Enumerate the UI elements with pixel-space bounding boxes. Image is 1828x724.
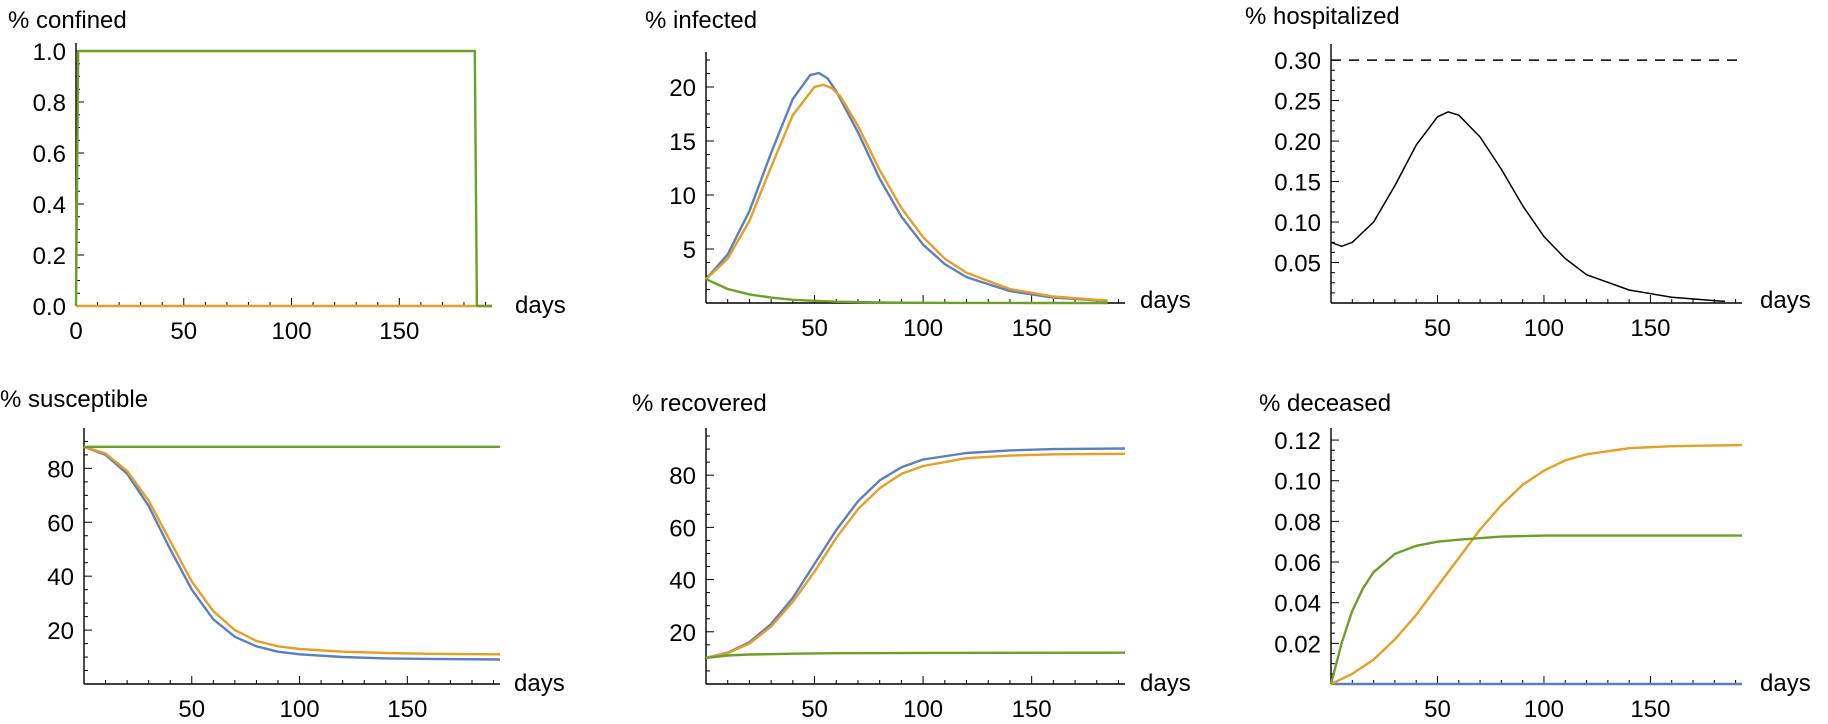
- x-tick-label: 50: [1424, 315, 1451, 342]
- series-line-2: [1330, 111, 1726, 303]
- x-tick-label: 150: [1630, 315, 1670, 342]
- panel-2: % infected 50 100 150 5 10 15 20 days: [645, 7, 1191, 342]
- series-line-2: [83, 445, 501, 656]
- y-tick-label: 15: [669, 129, 696, 156]
- y-tick-label: 0.30: [1274, 48, 1321, 75]
- y-tick-label: 0.25: [1274, 89, 1321, 116]
- x-axis-label: days: [1140, 670, 1191, 697]
- x-tick-label: 150: [387, 696, 427, 723]
- y-tick-label: 80: [669, 463, 696, 490]
- panel-4: % susceptible 50 100 150 20 40 60 80 days: [0, 386, 565, 723]
- y-tick-label: 20: [669, 620, 696, 647]
- series-line-3: [705, 278, 1108, 305]
- panel-3: % hospitalized 50 100 150 0.05 0.10 0.15 0.20 0.…: [1245, 3, 1811, 342]
- y-tick-label: 0.12: [1274, 428, 1321, 455]
- x-tick-label: 150: [1630, 696, 1670, 723]
- x-axis-label: days: [515, 292, 566, 319]
- panel-title: % confined: [8, 7, 127, 34]
- series-line-2: [705, 83, 1108, 302]
- x-axis-label: days: [514, 670, 565, 697]
- x-axis-label: days: [1140, 287, 1191, 314]
- y-tick-label: 80: [47, 456, 74, 483]
- y-tick-label: 20: [47, 618, 74, 645]
- y-tick-label: 0.06: [1274, 550, 1321, 577]
- y-tick-label: 0.8: [33, 90, 66, 117]
- x-tick-label: 50: [801, 696, 828, 723]
- x-tick-label: 100: [903, 696, 943, 723]
- series-line-1: [83, 445, 501, 661]
- x-tick-label: 50: [170, 318, 197, 345]
- y-tick-label: 60: [47, 510, 74, 537]
- y-tick-label: 0.20: [1274, 129, 1321, 156]
- y-tick-label: 0.0: [33, 294, 66, 321]
- x-tick-label: 150: [379, 318, 419, 345]
- x-tick-label: 100: [1524, 315, 1564, 342]
- x-tick-label: 100: [1524, 696, 1564, 723]
- y-tick-label: 0.02: [1274, 631, 1321, 658]
- series-line-2: [74, 49, 492, 308]
- y-tick-label: 0.08: [1274, 509, 1321, 536]
- x-tick-label: 150: [1012, 696, 1052, 723]
- x-tick-label: 0: [69, 318, 82, 345]
- x-axis-label: days: [1760, 287, 1811, 314]
- y-tick-label: 10: [669, 183, 696, 210]
- panel-5: % recovered 50 100 150 20 40 60 80 days: [632, 390, 1191, 723]
- x-tick-label: 50: [178, 696, 205, 723]
- x-axis-label: days: [1760, 670, 1811, 697]
- x-tick-label: 100: [280, 696, 320, 723]
- y-tick-label: 20: [669, 75, 696, 102]
- x-tick-label: 100: [903, 315, 943, 342]
- x-tick-label: 50: [1424, 696, 1451, 723]
- panel-title: % infected: [645, 7, 757, 34]
- panel-title: % susceptible: [0, 386, 148, 413]
- x-tick-label: 150: [1012, 315, 1052, 342]
- y-tick-label: 60: [669, 515, 696, 542]
- y-tick-label: 40: [47, 564, 74, 591]
- y-tick-label: 1.0: [33, 39, 66, 66]
- y-tick-label: 0.04: [1274, 591, 1321, 618]
- y-tick-label: 5: [683, 237, 696, 264]
- panel-title: % hospitalized: [1245, 3, 1400, 30]
- y-tick-label: 0.10: [1274, 210, 1321, 237]
- x-tick-label: 100: [272, 318, 312, 345]
- series-line-2: [705, 452, 1126, 660]
- y-tick-label: 0.15: [1274, 170, 1321, 197]
- y-tick-label: 0.2: [33, 243, 66, 270]
- series-line-3: [1329, 534, 1742, 685]
- panel-title: % recovered: [632, 390, 767, 417]
- y-tick-label: 0.4: [33, 192, 66, 219]
- y-tick-label: 0.10: [1274, 469, 1321, 496]
- y-tick-label: 0.05: [1274, 251, 1321, 278]
- x-tick-label: 50: [801, 315, 828, 342]
- y-tick-label: 0.6: [33, 141, 66, 168]
- panel-title: % deceased: [1259, 390, 1391, 417]
- series-line-1: [705, 71, 1108, 302]
- panel-6: % deceased 50 100 150 0.02 0.04 0.06 0.08 0.10 0.…: [1259, 390, 1811, 723]
- series-line-2: [1330, 443, 1743, 686]
- series-line-3: [705, 651, 1126, 660]
- panel-1: % confined 0 50 100 150 0.0 0.2 0.4 0.6 0.8 1.0 day…: [8, 7, 566, 345]
- y-tick-label: 40: [669, 568, 696, 595]
- series-line-1: [705, 447, 1126, 660]
